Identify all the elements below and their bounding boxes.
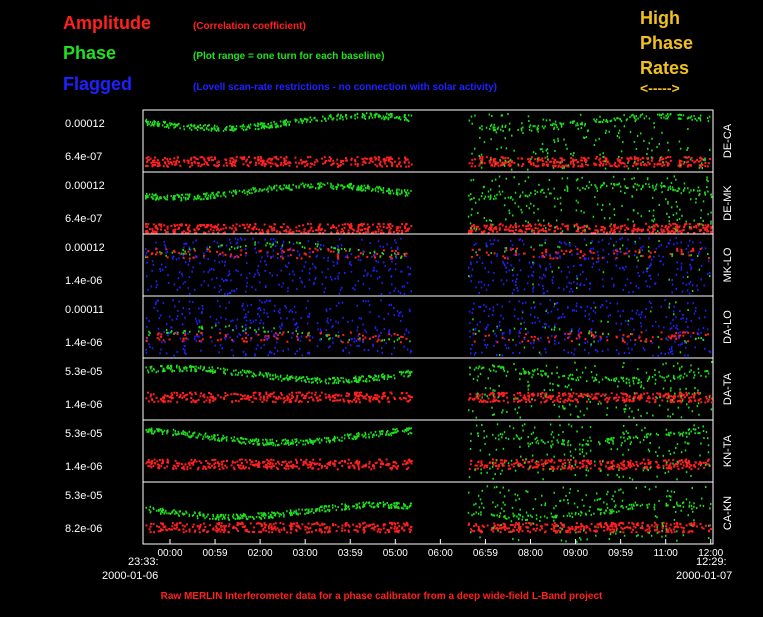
amp-top-label: 5.3e-05 <box>65 366 102 378</box>
time-tick-label: 08:00 <box>518 548 543 559</box>
legend-phase: Phase <box>63 43 116 64</box>
baseline-points-mk-lo <box>145 237 711 295</box>
amp-bottom-label: 6.4e-07 <box>65 213 102 225</box>
amp-top-label: 0.00012 <box>65 180 105 192</box>
time-tick-label: 12:00 <box>698 548 723 559</box>
time-tick-label: 00:00 <box>157 548 182 559</box>
amp-top-label: 0.00011 <box>65 304 104 316</box>
legend-flagged-label: Flagged <box>63 74 133 94</box>
end-date-label: 2000-01-07 <box>676 570 733 582</box>
time-tick-label: 06:59 <box>473 548 498 559</box>
amp-bottom-label: 6.4e-07 <box>65 151 102 163</box>
amp-bottom-label: 1.4e-06 <box>65 337 102 349</box>
amp-bottom-label: 1.4e-06 <box>65 461 102 473</box>
baseline-label: MK-LO <box>722 247 734 282</box>
legend-amplitude: Amplitude <box>63 13 151 34</box>
start-date-label: 2000-01-06 <box>102 570 159 582</box>
legend-flagged: Flagged <box>63 74 132 95</box>
high-phase-rates-line1: High <box>640 8 680 28</box>
baseline-points-de-mk <box>145 175 713 234</box>
end-time-label: 12:29: <box>696 556 727 568</box>
time-tick-label: 11:00 <box>654 548 679 559</box>
figure-caption: Raw MERLIN Interferometer data for a pha… <box>160 591 603 602</box>
amp-top-label: 0.00012 <box>65 242 105 254</box>
time-tick-label: 02:00 <box>248 548 273 559</box>
baseline-label: DA-LO <box>722 310 734 344</box>
high-phase-rates-line3: Rates <box>640 58 690 78</box>
baseline-points-de-ca <box>145 112 712 171</box>
amp-bottom-label: 1.4e-06 <box>65 275 102 287</box>
high-phase-rates-arrow: <-----> <box>640 80 680 96</box>
baseline-points-da-lo <box>145 299 712 357</box>
time-tick-label: 09:00 <box>563 548 588 559</box>
time-tick-label: 03:59 <box>338 548 363 559</box>
time-tick-label: 05:00 <box>383 548 408 559</box>
baseline-points-kn-ta <box>145 423 711 481</box>
panel-frame-ca-kn <box>142 481 714 545</box>
amp-bottom-label: 1.4e-06 <box>65 399 102 411</box>
panel-frame-da-ta <box>142 357 714 421</box>
time-tick-label: 00:59 <box>203 548 228 559</box>
note-flagged: (Lovell scan-rate restrictions - no conn… <box>193 82 497 93</box>
baseline-label: CA-KN <box>722 496 734 530</box>
amp-top-label: 5.3e-05 <box>65 428 102 440</box>
panel-frame-mk-lo <box>142 233 714 297</box>
note-amplitude: (Correlation coefficient) <box>193 21 306 32</box>
baseline-points-da-ta <box>145 361 713 419</box>
time-tick-label: 06:00 <box>428 548 453 559</box>
baseline-label: DE-CA <box>722 123 734 158</box>
amp-bottom-label: 8.2e-06 <box>65 523 102 535</box>
baseline-points-ca-kn <box>145 485 712 543</box>
note-phase: (Plot range = one turn for each baseline… <box>193 51 385 62</box>
baseline-label: KN-TA <box>722 434 734 467</box>
baseline-label: DA-TA <box>722 372 734 405</box>
legend-amplitude-label: Amplitude <box>63 13 151 33</box>
amp-top-label: 5.3e-05 <box>65 490 102 502</box>
legend-phase-label: Phase <box>63 43 117 63</box>
panel-frame-da-lo <box>142 295 714 359</box>
baseline-label: DE-MK <box>722 185 734 221</box>
time-tick-label: 03:00 <box>293 548 318 559</box>
start-time-label: 23:33: <box>128 556 159 568</box>
high-phase-rates-line2: Phase <box>640 33 694 53</box>
panel-frame-kn-ta <box>142 419 714 483</box>
time-tick-label: 09:59 <box>608 548 633 559</box>
amp-top-label: 0.00012 <box>65 118 105 130</box>
panel-frame-de-mk <box>142 171 714 235</box>
